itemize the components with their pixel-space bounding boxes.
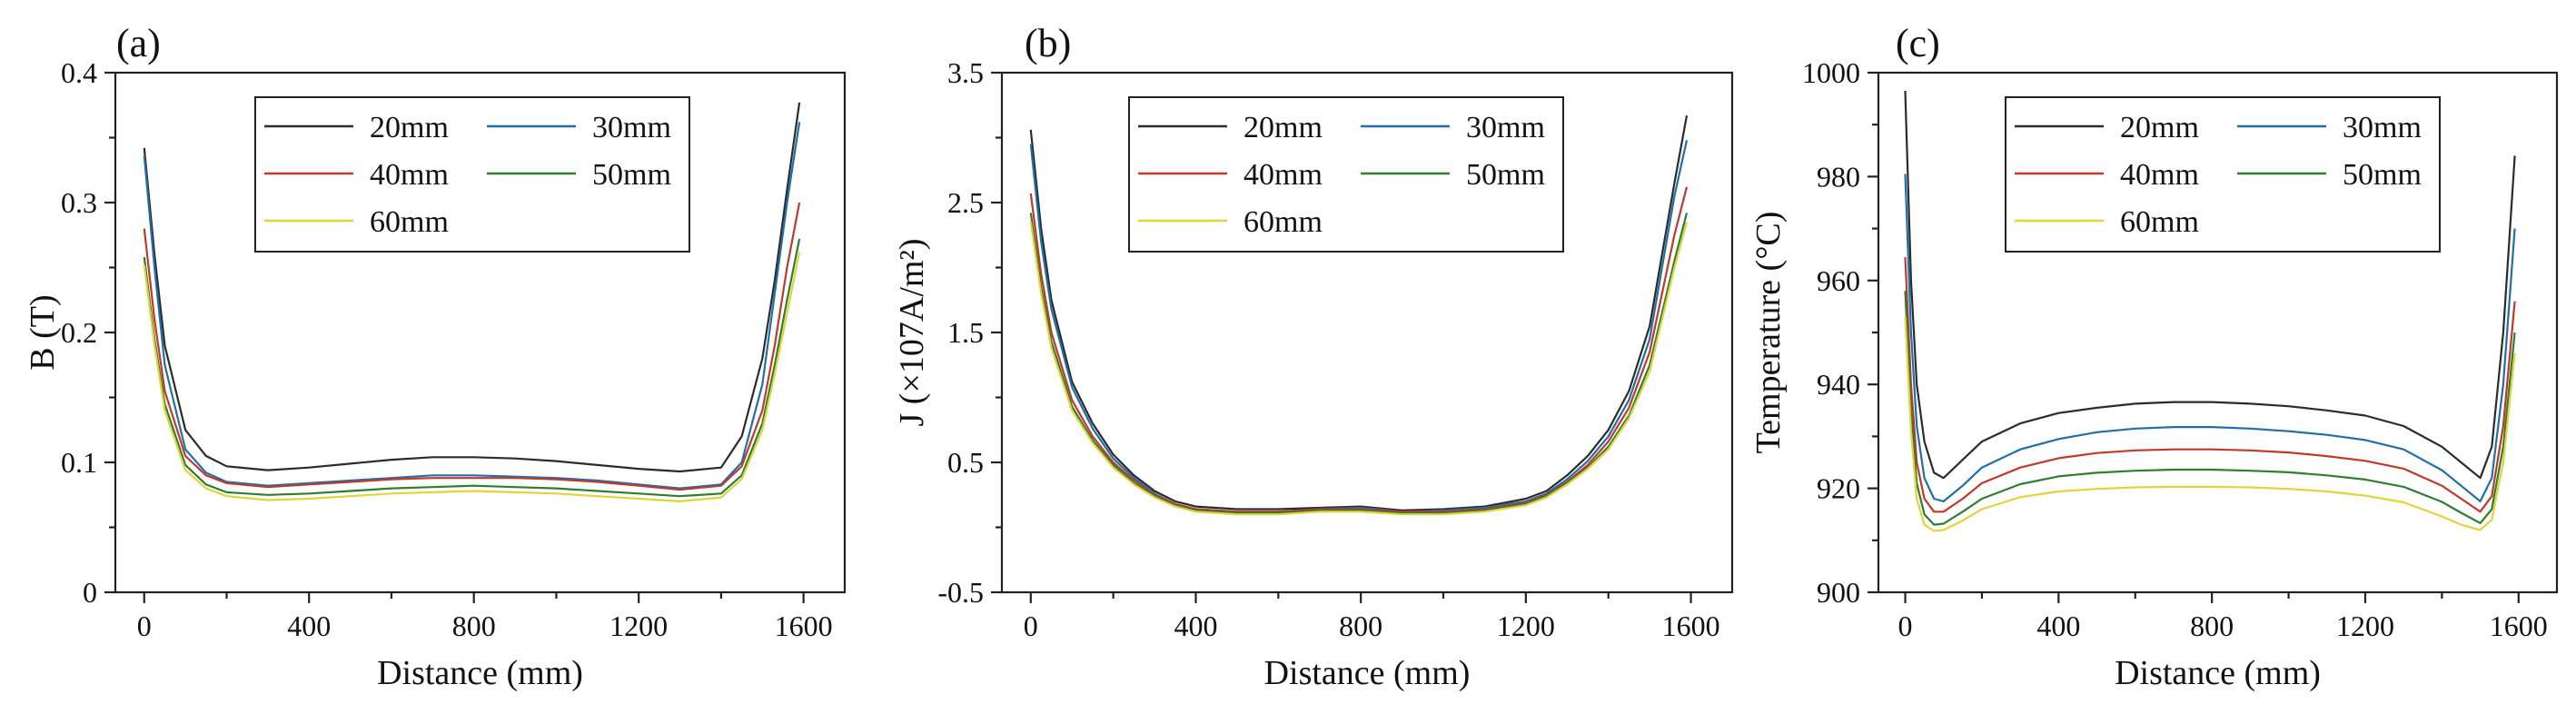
panel-b: 0 400 800 1200 1600 -0.5 0.5 1.5 2.5 3.5 Distance … <box>893 21 1734 692</box>
legend-label: 40mm <box>2120 158 2199 192</box>
y-tick-label: 940 <box>1817 368 1860 401</box>
y-tick-label: 0.4 <box>61 56 97 89</box>
legend-label: 40mm <box>1243 158 1323 192</box>
legend: 20mm 30mm 40mm 50mm 60mm <box>2005 96 2441 253</box>
y-tick-label: 2.5 <box>947 186 984 219</box>
x-axis-label: Distance (mm) <box>2115 654 2321 692</box>
series-group <box>1904 90 2516 532</box>
y-axis-label: B (T) <box>24 294 62 370</box>
series-group <box>1029 115 1689 516</box>
legend-label: 50mm <box>2343 158 2422 192</box>
series-line-20mm <box>143 102 801 473</box>
y-axis-label: J (×107A/m²) <box>893 239 931 427</box>
panel-label: (c) <box>1896 21 1940 65</box>
legend: 20mm 30mm 40mm 50mm 60mm <box>254 96 690 253</box>
series-line-20mm <box>1904 90 2516 480</box>
legend-label: 20mm <box>2120 111 2199 144</box>
legend-label: 60mm <box>1243 205 1323 239</box>
series-line-50mm <box>143 238 801 498</box>
x-tick-label: 400 <box>287 610 331 642</box>
y-tick-label: 900 <box>1817 576 1860 609</box>
x-tick-label: 0 <box>1898 610 1913 642</box>
x-tick-label: 1600 <box>2490 610 2548 642</box>
legend-label: 30mm <box>1466 111 1545 144</box>
series-group <box>143 102 801 502</box>
legend-label: 60mm <box>370 205 449 239</box>
y-tick-label: 920 <box>1817 472 1860 505</box>
x-tick-label: 1600 <box>1662 610 1720 642</box>
x-axis-label: Distance (mm) <box>377 654 583 692</box>
series-line-60mm <box>1904 316 2516 532</box>
y-tick-label: 0 <box>83 576 97 609</box>
panel-label: (b) <box>1025 21 1071 65</box>
y-tick-label: 3.5 <box>947 56 984 89</box>
series-line-60mm <box>143 252 801 502</box>
x-tick-label: 1200 <box>2336 610 2394 642</box>
legend-label: 20mm <box>370 111 449 144</box>
x-tick-label: 0 <box>1024 610 1038 642</box>
legend-label: 20mm <box>1243 111 1323 144</box>
x-tick-label: 1600 <box>775 610 833 642</box>
x-axis-label: Distance (mm) <box>1264 654 1471 692</box>
y-tick-label: 1000 <box>1802 56 1860 89</box>
panel-c: 0 400 800 1200 1600 900 920 940 960 980 1000 Distan… <box>1749 21 2559 692</box>
series-line-50mm <box>1029 213 1689 514</box>
legend-label: 30mm <box>2343 111 2422 144</box>
legend-label: 50mm <box>1466 158 1545 192</box>
legend-label: 50mm <box>592 158 671 192</box>
series-line-30mm <box>143 122 801 490</box>
x-tick-label: 400 <box>1174 610 1217 642</box>
y-tick-label: 960 <box>1817 264 1860 297</box>
series-line-30mm <box>1904 174 2516 502</box>
series-line-60mm <box>1029 222 1689 516</box>
y-tick-label: 0.5 <box>947 446 984 479</box>
y-tick-label: 0.2 <box>61 316 97 349</box>
y-tick-label: 0.3 <box>61 186 97 219</box>
y-tick-label: 0.1 <box>61 446 97 479</box>
x-tick-label: 400 <box>2036 610 2080 642</box>
panel-label: (a) <box>116 21 161 65</box>
series-line-40mm <box>1904 257 2516 513</box>
x-tick-label: 800 <box>452 610 496 642</box>
y-tick-label: 1.5 <box>947 316 984 349</box>
y-tick-label: 980 <box>1817 160 1860 193</box>
x-tick-label: 1200 <box>609 610 668 642</box>
y-axis-label: Temperature (°C) <box>1749 212 1788 454</box>
x-tick-label: 0 <box>137 610 152 642</box>
x-tick-label: 800 <box>1339 610 1382 642</box>
x-tick-label: 800 <box>2190 610 2234 642</box>
series-line-20mm <box>1029 115 1689 511</box>
legend-label: 40mm <box>370 158 449 192</box>
legend: 20mm 30mm 40mm 50mm 60mm <box>1128 96 1564 253</box>
y-tick-label: -0.5 <box>937 576 984 609</box>
x-tick-label: 1200 <box>1497 610 1555 642</box>
legend-label: 60mm <box>2120 205 2199 239</box>
series-line-50mm <box>1904 291 2516 526</box>
series-line-40mm <box>1029 186 1689 513</box>
legend-label: 30mm <box>592 111 671 144</box>
panel-a: 0 400 800 1200 1600 0 0.1 0.2 0.3 0.4 Distance (mm… <box>24 21 847 692</box>
series-line-30mm <box>1029 140 1689 513</box>
series-line-40mm <box>143 202 801 491</box>
